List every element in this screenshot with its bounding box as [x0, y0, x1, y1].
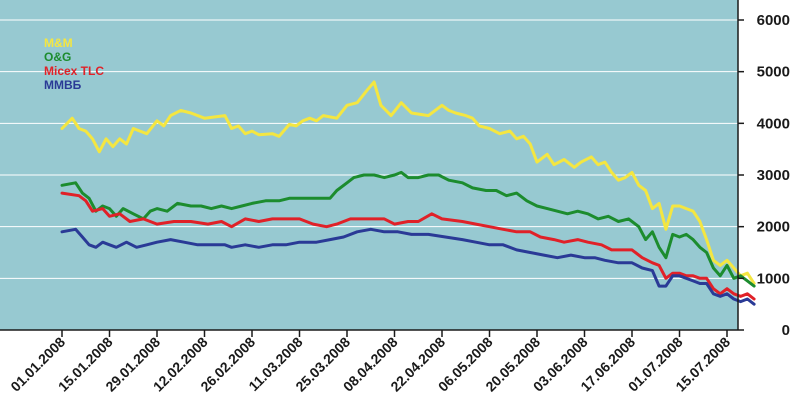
y-tick-label: 3000 [757, 167, 790, 184]
y-tick-label: 5000 [757, 64, 790, 81]
y-tick-label: 4000 [757, 115, 790, 132]
y-tick-label: 2000 [757, 219, 790, 236]
series-line [60, 191, 756, 301]
y-tick-label: 0 [782, 322, 790, 339]
plot-background [0, 0, 738, 330]
y-tick-label: 1000 [757, 270, 790, 287]
series-lines [60, 80, 756, 306]
legend-label: ММВБ [44, 78, 82, 92]
y-axis-ticks: 0 1000 2000 3000 4000 5000 6000 [738, 12, 790, 339]
legend-label: O&G [44, 50, 71, 64]
series-line [60, 170, 756, 288]
legend-label: M&M [44, 36, 73, 50]
series-line [60, 80, 756, 285]
y-tick-label: 6000 [757, 12, 790, 29]
series-line [60, 227, 756, 306]
x-axis-ticks: 01.01.200815.01.200829.01.200812.02.2008… [7, 330, 733, 395]
legend-label: Micex TLC [44, 64, 104, 78]
